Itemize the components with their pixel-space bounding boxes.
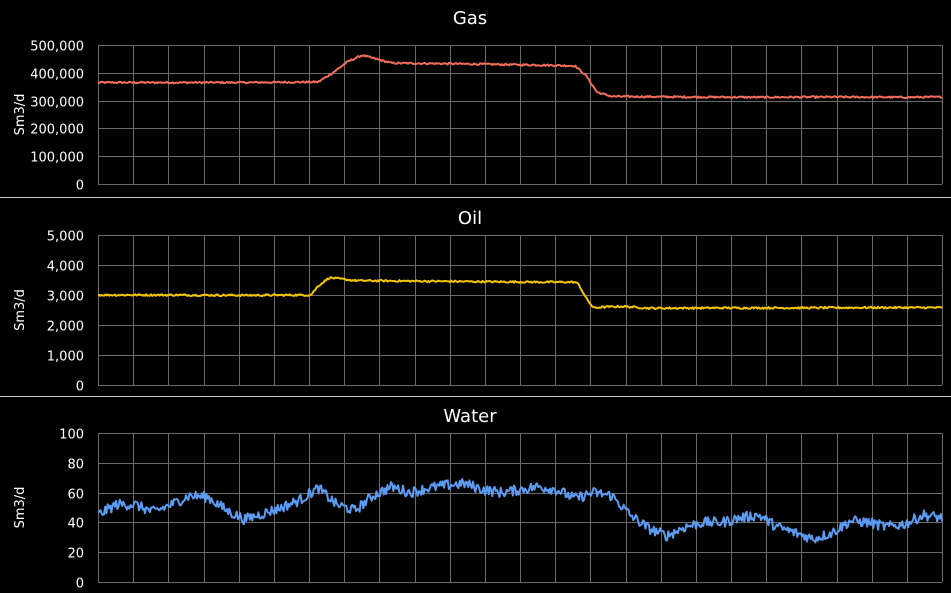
water-y-tick-label: 0 bbox=[76, 577, 84, 592]
gas-y-tick-label: 0 bbox=[76, 179, 84, 194]
water-y-tick-label: 60 bbox=[67, 488, 84, 503]
oil-y-tick-label: 1,000 bbox=[47, 350, 84, 365]
water-y-tick-label: 40 bbox=[67, 517, 84, 532]
gas-chart-title: Gas bbox=[453, 8, 487, 29]
oil-y-tick-label: 2,000 bbox=[47, 320, 84, 335]
oil-series-line bbox=[98, 276, 943, 311]
gas-y-tick-label: 200,000 bbox=[30, 123, 84, 138]
oil-y-tick-label: 3,000 bbox=[47, 290, 84, 305]
water-y-tick-label: 20 bbox=[67, 547, 84, 562]
oil-y-tick-label: 0 bbox=[76, 380, 84, 395]
gas-y-tick-label: 100,000 bbox=[30, 151, 84, 166]
gas-y-axis-label: Sm3/d bbox=[13, 94, 28, 136]
water-y-tick-label: 80 bbox=[67, 458, 84, 473]
oil-y-axis-label: Sm3/d bbox=[13, 289, 28, 331]
gas-series-line bbox=[97, 54, 942, 99]
gas-y-tick-label: 400,000 bbox=[30, 68, 84, 83]
oil-y-tick-label: 4,000 bbox=[47, 260, 84, 275]
water-chart-title: Water bbox=[443, 406, 497, 427]
water-y-tick-label: 100 bbox=[59, 428, 84, 443]
oil-chart-title: Oil bbox=[458, 208, 482, 229]
water-y-axis-label: Sm3/d bbox=[13, 487, 28, 529]
gas-y-tick-label: 300,000 bbox=[30, 96, 84, 111]
water-series-line bbox=[97, 478, 943, 544]
oil-y-tick-label: 5,000 bbox=[47, 230, 84, 245]
gas-y-tick-label: 500,000 bbox=[30, 40, 84, 55]
